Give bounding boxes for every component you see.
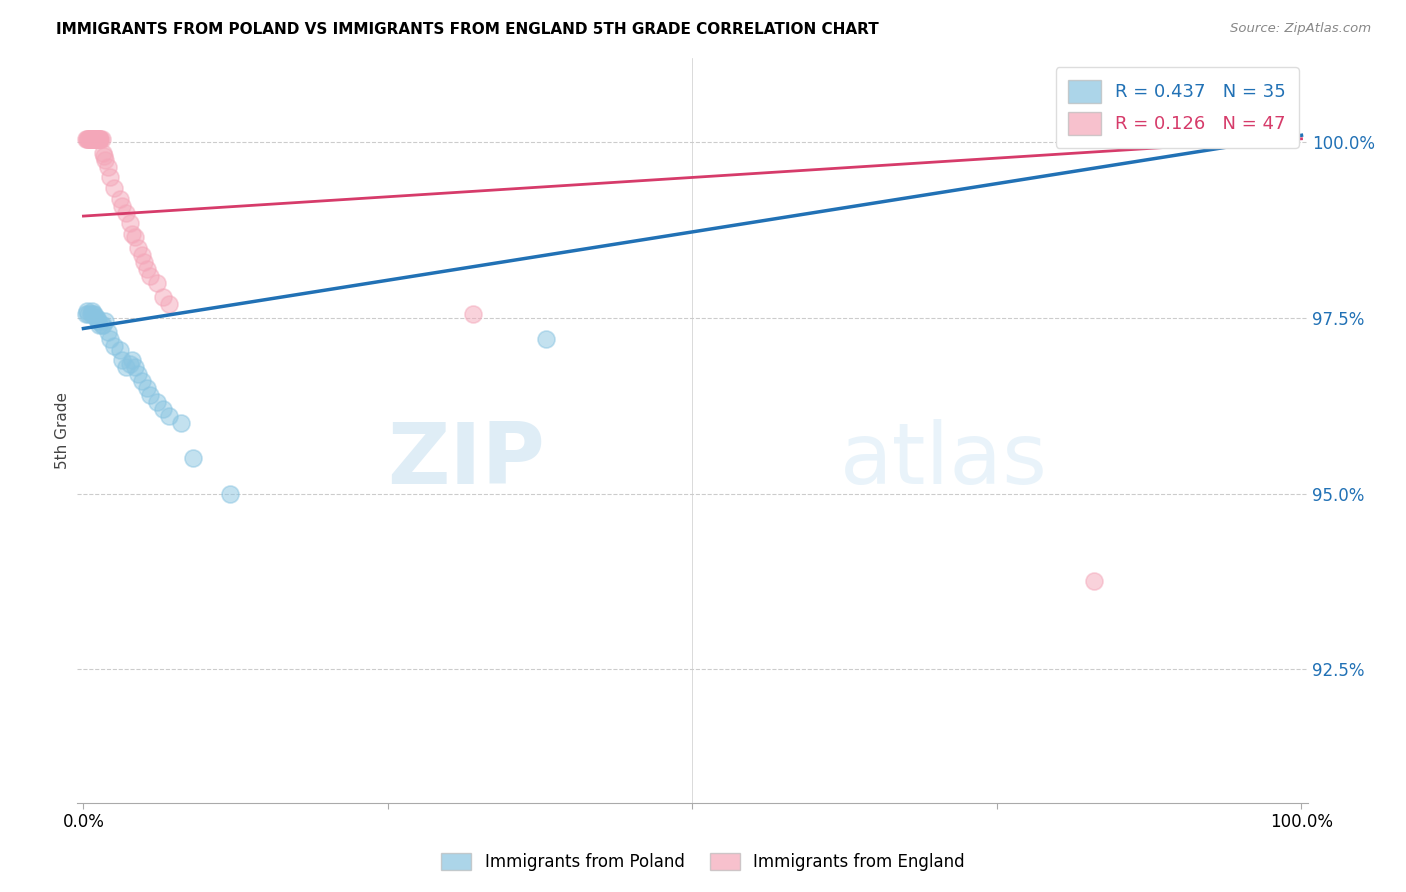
Point (152, 402, 174, 417)
Point (124, 230, 146, 244)
Point (131, 374, 153, 388)
Point (93, 149, 115, 163)
Point (89, 318, 111, 332)
Point (89, 132, 111, 146)
Point (86, 132, 108, 146)
Point (89, 132, 111, 146)
Text: atlas: atlas (841, 418, 1047, 501)
Point (181, 451, 204, 466)
Point (83, 308, 105, 322)
Point (80, 132, 103, 146)
Point (83, 132, 105, 146)
Point (134, 254, 156, 268)
Text: IMMIGRANTS FROM POLAND VS IMMIGRANTS FROM ENGLAND 5TH GRADE CORRELATION CHART: IMMIGRANTS FROM POLAND VS IMMIGRANTS FRO… (56, 22, 879, 37)
Point (108, 343, 131, 357)
Y-axis label: 5th Grade: 5th Grade (55, 392, 70, 469)
Point (82, 132, 104, 146)
Point (1083, 574, 1105, 589)
Point (1265, 128, 1288, 143)
Point (98, 332, 121, 346)
Point (121, 227, 143, 241)
Point (91, 318, 114, 332)
Point (98, 170, 121, 185)
Point (152, 290, 174, 304)
Point (118, 357, 141, 371)
Point (157, 409, 180, 424)
Point (94, 153, 117, 167)
Point (82, 308, 104, 322)
Point (90, 318, 112, 332)
Point (89, 132, 111, 146)
Point (97, 325, 120, 339)
Point (108, 192, 131, 206)
Point (115, 360, 138, 375)
Point (90, 132, 112, 146)
Point (76, 132, 98, 146)
Point (145, 395, 167, 409)
Point (127, 241, 149, 255)
Point (127, 367, 149, 381)
Point (111, 353, 134, 368)
Point (135, 261, 157, 276)
Point (82, 132, 104, 146)
Point (87, 132, 110, 146)
Legend: R = 0.437   N = 35, R = 0.126   N = 47: R = 0.437 N = 35, R = 0.126 N = 47 (1056, 67, 1299, 148)
Point (463, 308, 485, 322)
Point (79, 132, 101, 146)
Text: ZIP: ZIP (387, 418, 546, 501)
Point (218, 486, 240, 500)
Point (79, 132, 101, 146)
Point (80, 304, 103, 318)
Text: Source: ZipAtlas.com: Source: ZipAtlas.com (1230, 22, 1371, 36)
Point (103, 181, 125, 195)
Point (84, 310, 107, 325)
Point (86, 310, 108, 325)
Point (87, 132, 110, 146)
Point (75, 308, 97, 322)
Point (77, 132, 100, 146)
Point (139, 268, 162, 283)
Point (118, 216, 141, 230)
Point (124, 360, 146, 375)
Point (170, 417, 193, 431)
Legend: Immigrants from Poland, Immigrants from England: Immigrants from Poland, Immigrants from … (433, 845, 973, 880)
Point (75, 132, 97, 146)
Point (94, 314, 117, 328)
Point (87, 314, 110, 328)
Point (97, 160, 120, 174)
Point (80, 132, 103, 146)
Point (84, 132, 107, 146)
Point (139, 388, 162, 402)
Point (77, 132, 100, 146)
Point (103, 339, 125, 353)
Point (83, 132, 105, 146)
Point (84, 132, 107, 146)
Point (80, 132, 103, 146)
Point (89, 132, 111, 146)
Point (86, 132, 108, 146)
Point (121, 353, 143, 368)
Point (115, 205, 138, 219)
Point (135, 381, 157, 395)
Point (77, 308, 100, 322)
Point (145, 276, 167, 290)
Point (80, 308, 103, 322)
Point (131, 248, 153, 262)
Point (536, 332, 558, 346)
Point (80, 132, 103, 146)
Point (157, 297, 180, 311)
Point (111, 198, 134, 212)
Point (91, 145, 114, 160)
Point (76, 304, 98, 318)
